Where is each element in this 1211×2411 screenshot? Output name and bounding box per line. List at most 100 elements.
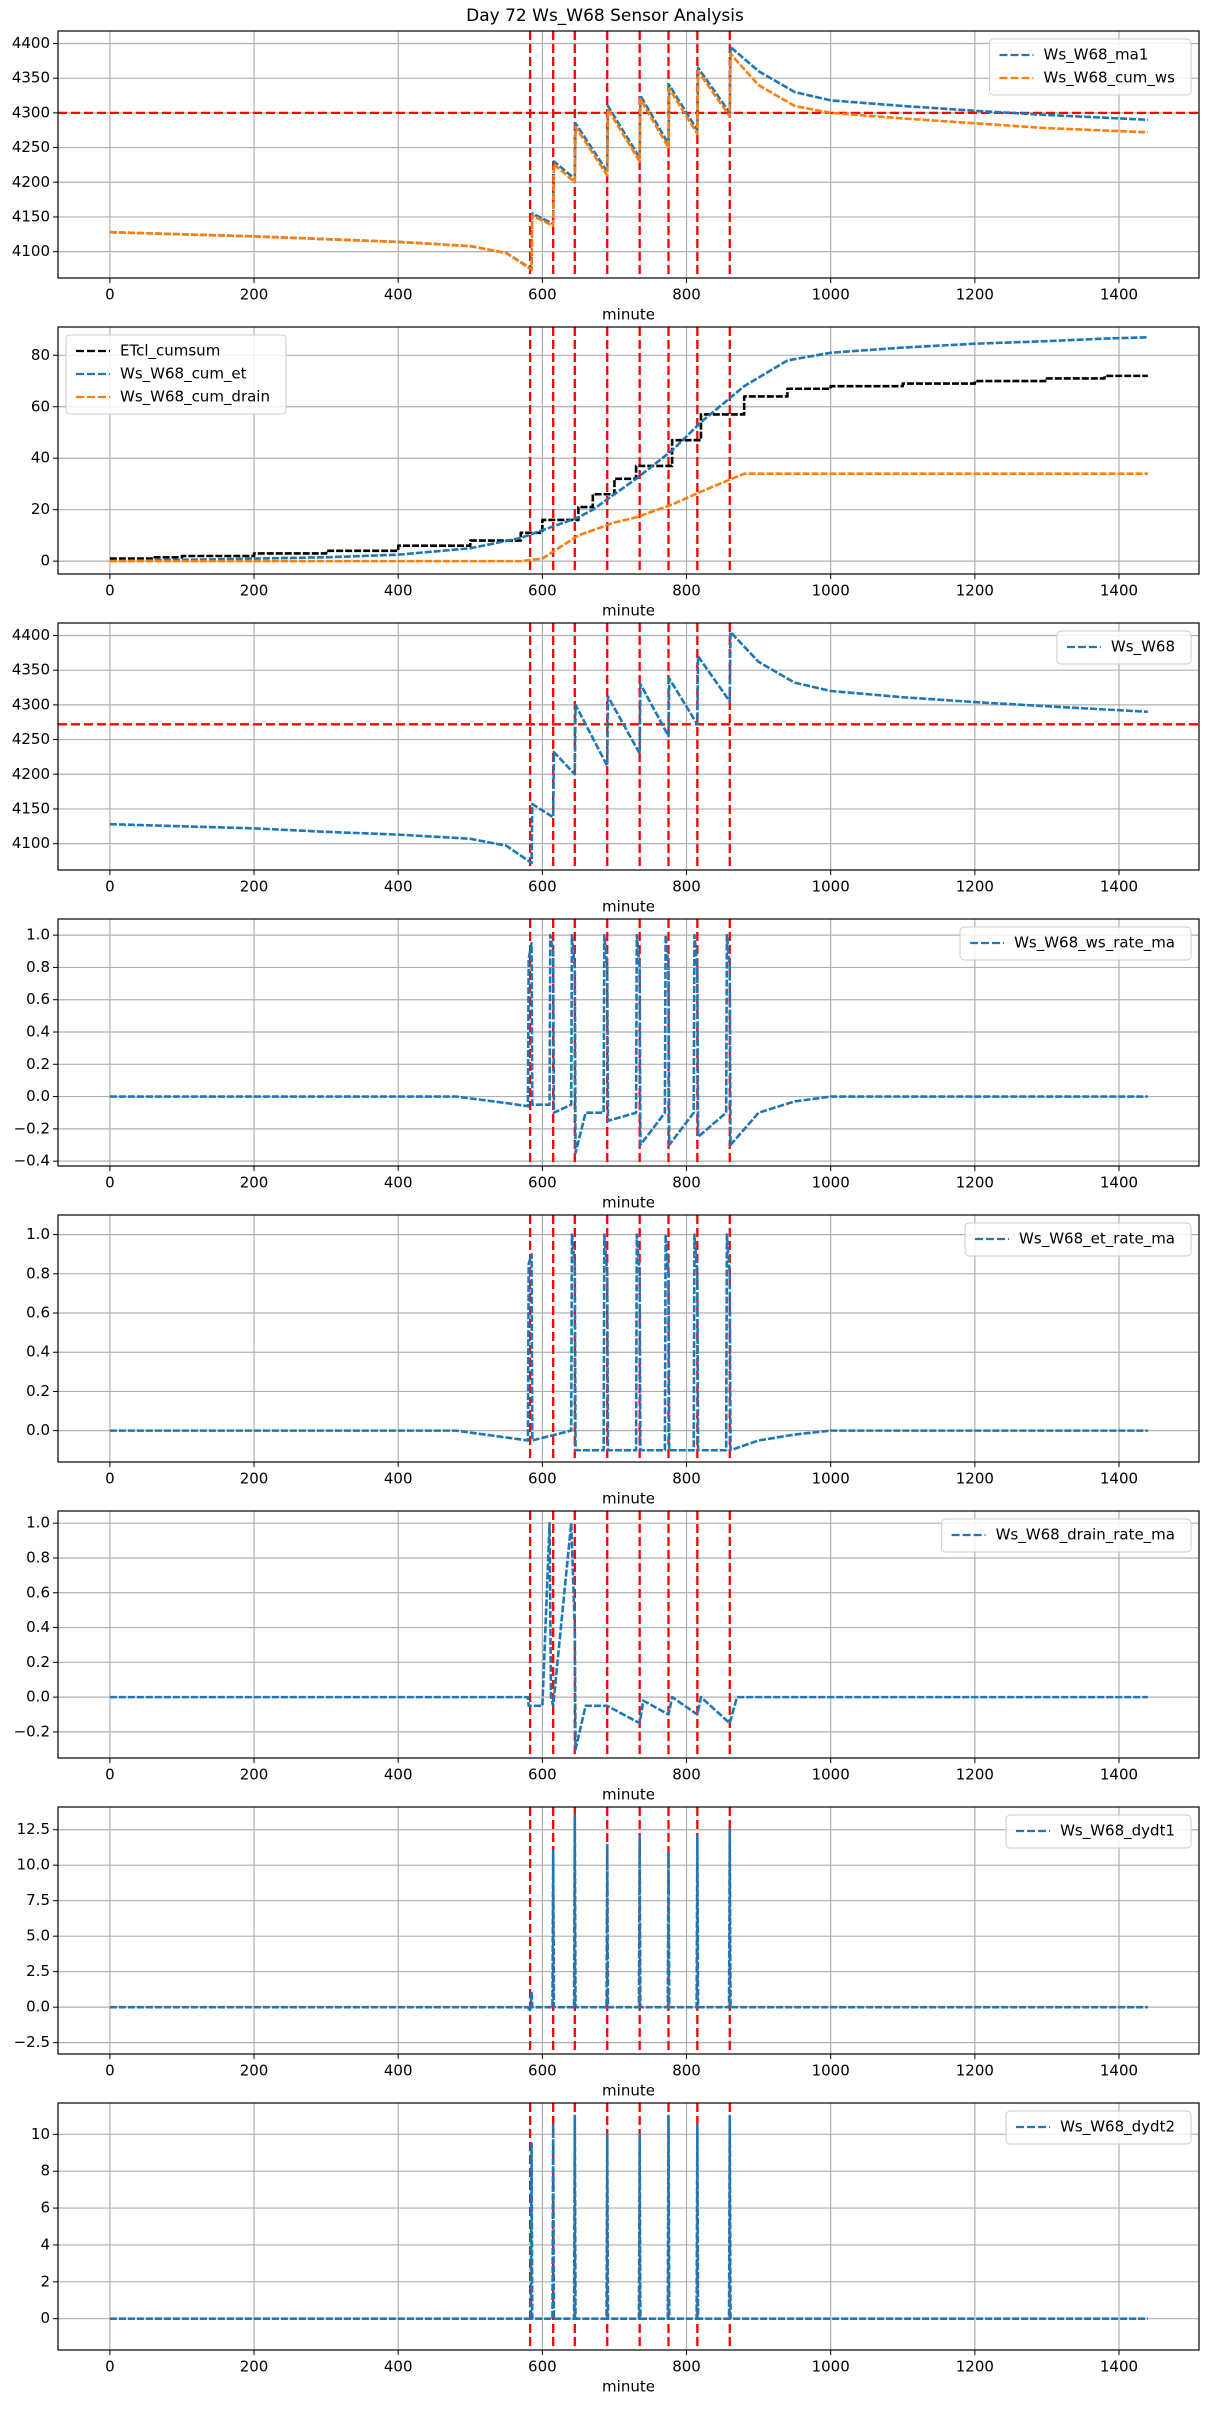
x-tick-label: 0 (105, 1470, 115, 1488)
x-axis-label: minute (602, 2082, 655, 2100)
y-tick-label: 4250 (12, 138, 50, 156)
x-tick-label: 600 (528, 1174, 557, 1192)
y-tick-label: 0.0 (26, 1421, 50, 1439)
y-tick-label: 12.5 (17, 1820, 50, 1838)
x-tick-label: 800 (672, 1470, 701, 1488)
x-tick-label: 1000 (812, 1174, 850, 1192)
x-tick-label: 400 (384, 2358, 413, 2376)
y-tick-label: 4300 (12, 695, 50, 713)
series-line (109, 472, 1148, 563)
x-tick-label: 800 (672, 2358, 701, 2376)
x-tick-label: 1200 (956, 582, 994, 600)
y-tick-label: 0.4 (26, 1618, 50, 1636)
x-tick-label: 800 (672, 878, 701, 896)
x-tick-label: 600 (528, 1766, 557, 1784)
x-tick-label: 1000 (812, 2358, 850, 2376)
x-axis-label: minute (602, 306, 655, 324)
subplot: 0 200 400 600 800 1000 1200 1400 −2.5 0.0 2.5 5.0 7.… (14, 1806, 1200, 2100)
legend: Ws_W68_ws_rate_ma (959, 926, 1192, 961)
legend-box (941, 1518, 1192, 1553)
y-tick-label: 0.8 (26, 1548, 50, 1566)
y-tick-label: 4200 (12, 173, 50, 191)
axes-frame (57, 30, 1200, 279)
y-tick-label: 1.0 (26, 1225, 50, 1243)
series-line (109, 1814, 1148, 2013)
legend-box (964, 1222, 1192, 1257)
y-tick-label: 40 (31, 449, 50, 467)
y-tick-label: 10.0 (17, 1856, 50, 1874)
x-tick-label: 200 (240, 2358, 269, 2376)
x-tick-label: 600 (528, 2358, 557, 2376)
x-tick-label: 1000 (812, 878, 850, 896)
x-tick-label: 400 (384, 582, 413, 600)
series-line (109, 933, 1148, 1155)
y-tick-label: 0.0 (26, 1087, 50, 1105)
y-tick-label: 4150 (12, 799, 50, 817)
x-axis-label: minute (602, 1490, 655, 1508)
y-tick-label: 0.8 (26, 1264, 50, 1282)
y-tick-label: 4 (40, 2235, 50, 2253)
x-tick-label: 0 (105, 1174, 115, 1192)
legend: Ws_W68_drain_rate_ma (941, 1518, 1192, 1553)
x-tick-label: 1000 (812, 582, 850, 600)
x-tick-label: 1400 (1100, 1174, 1138, 1192)
series-line (109, 1233, 1148, 1452)
y-tick-label: 0.4 (26, 1343, 50, 1361)
axes-frame (57, 918, 1200, 1167)
y-tick-label: 1.0 (26, 926, 50, 944)
legend-label: Ws_W68_dydt1 (1060, 1822, 1175, 1841)
axes-frame (57, 326, 1200, 575)
y-tick-label: 4150 (12, 207, 50, 225)
legend: Ws_W68_ma1 Ws_W68_cum_ws (988, 38, 1192, 96)
y-tick-label: −0.4 (14, 1152, 50, 1170)
legend-box (1056, 630, 1192, 665)
legend-box (1005, 2110, 1192, 2145)
x-axis-label: minute (602, 2378, 655, 2396)
x-tick-label: 1400 (1100, 286, 1138, 304)
y-tick-label: 0 (40, 552, 50, 570)
y-tick-label: 4350 (12, 69, 50, 87)
legend-label: ETcl_cumsum (120, 342, 220, 361)
legend-label: Ws_W68_dydt2 (1060, 2118, 1175, 2137)
legend: Ws_W68 (1056, 630, 1192, 665)
x-tick-label: 1200 (956, 1766, 994, 1784)
x-tick-label: 400 (384, 1174, 413, 1192)
x-tick-label: 800 (672, 286, 701, 304)
y-tick-label: 4200 (12, 765, 50, 783)
x-tick-label: 1200 (956, 2062, 994, 2080)
x-tick-label: 1200 (956, 1470, 994, 1488)
x-tick-label: 200 (240, 286, 269, 304)
y-tick-label: 6 (40, 2199, 50, 2217)
y-tick-label: 1.0 (26, 1514, 50, 1532)
y-tick-label: 2 (40, 2272, 50, 2290)
y-tick-label: −0.2 (14, 1722, 50, 1740)
x-tick-label: 1000 (812, 1470, 850, 1488)
x-tick-label: 200 (240, 2062, 269, 2080)
y-tick-label: 0.8 (26, 958, 50, 976)
x-tick-label: 1000 (812, 2062, 850, 2080)
x-tick-label: 800 (672, 582, 701, 600)
subplot: 0 200 400 600 800 1000 1200 1400 0 20 40 60 80 minute… (31, 326, 1200, 620)
x-tick-label: 1400 (1100, 2062, 1138, 2080)
y-tick-label: 4100 (12, 834, 50, 852)
y-tick-label: 0.2 (26, 1653, 50, 1671)
y-tick-label: 0 (40, 2309, 50, 2327)
x-tick-label: 400 (384, 1766, 413, 1784)
x-tick-label: 200 (240, 582, 269, 600)
series-line (109, 630, 1148, 865)
y-tick-label: 4350 (12, 661, 50, 679)
x-tick-label: 1200 (956, 878, 994, 896)
legend-label: Ws_W68_cum_et (120, 365, 247, 384)
x-tick-label: 0 (105, 286, 115, 304)
x-tick-label: 200 (240, 1470, 269, 1488)
y-tick-label: 0.6 (26, 1304, 50, 1322)
x-tick-label: 200 (240, 1766, 269, 1784)
legend-box (988, 38, 1192, 96)
x-tick-label: 1000 (812, 1766, 850, 1784)
x-tick-label: 1400 (1100, 878, 1138, 896)
y-tick-label: 2.5 (26, 1962, 50, 1980)
x-tick-label: 800 (672, 2062, 701, 2080)
subplot: 0 200 400 600 800 1000 1200 1400 4100 4150 4200 425… (12, 622, 1200, 916)
x-tick-label: 0 (105, 582, 115, 600)
x-tick-label: 1400 (1100, 582, 1138, 600)
